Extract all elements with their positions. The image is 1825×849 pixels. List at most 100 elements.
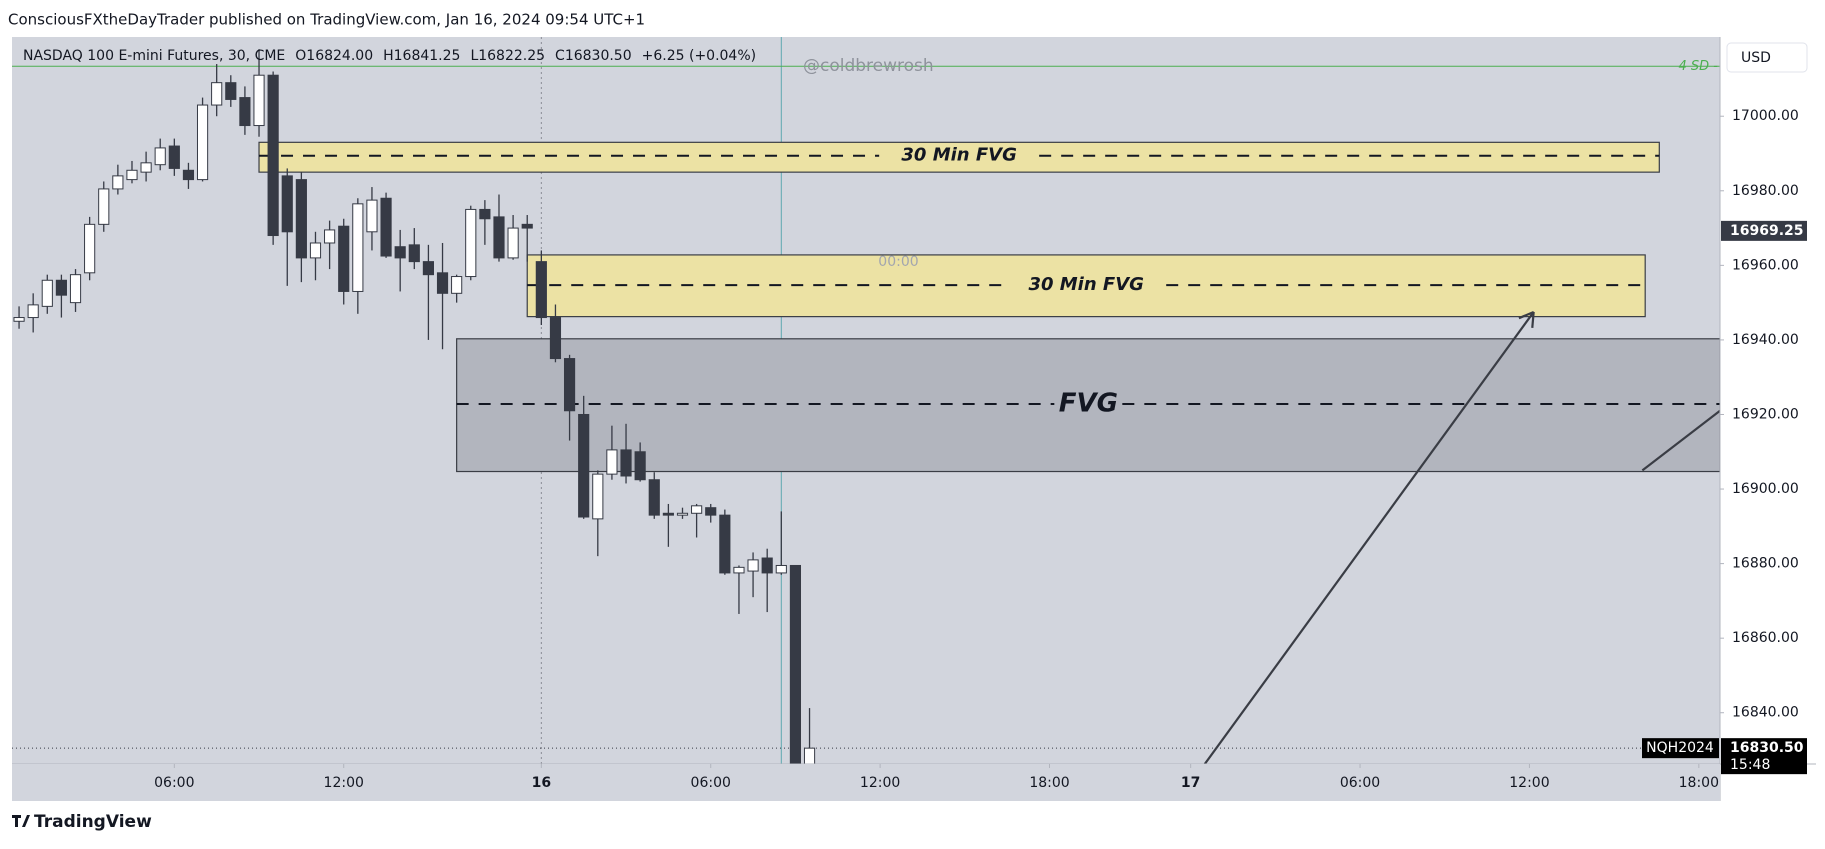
candle-body xyxy=(352,203,364,292)
watermark: @coldbrewrosh xyxy=(803,56,934,76)
candle-body xyxy=(182,169,195,181)
legend-item: O16824.00 xyxy=(295,48,373,64)
candle-body xyxy=(13,317,25,322)
candle-body xyxy=(549,317,562,360)
legend-item: NASDAQ 100 E-mini Futures, 30, CME xyxy=(23,48,285,64)
candle-body xyxy=(648,479,660,516)
y-tick-label: 16880.00 xyxy=(1732,556,1799,572)
x-tick-label: 06:00 xyxy=(154,775,194,791)
candle-body xyxy=(507,227,519,259)
x-tick-label: 18:00 xyxy=(1679,775,1719,791)
x-tick-label: 06:00 xyxy=(1340,775,1380,791)
candle-body xyxy=(606,449,618,475)
candle-body xyxy=(112,175,124,190)
plot: 4 SD - 30 Min FVG 30 Min FVG FVG 00:00 xyxy=(12,37,1720,764)
currency-label: USD xyxy=(1741,50,1771,66)
symbol-tag xyxy=(1642,738,1719,759)
candle-body xyxy=(634,451,646,481)
candle-body xyxy=(140,162,152,173)
candle-body xyxy=(253,74,265,127)
candle-body xyxy=(465,208,477,278)
candle-body xyxy=(98,188,110,225)
y-tick-label: 16840.00 xyxy=(1732,705,1799,721)
candle-body xyxy=(620,449,632,477)
trend-line xyxy=(1641,409,1720,472)
x-tick-label: 12:00 xyxy=(324,775,364,791)
candle-body xyxy=(451,276,463,294)
legend-item: L16822.25 xyxy=(470,48,545,64)
y-tick-label: 16980.00 xyxy=(1732,183,1799,199)
candle-body xyxy=(733,566,745,574)
legend: NASDAQ 100 E-mini Futures, 30, CME O16824… xyxy=(23,48,756,64)
candle-body xyxy=(691,505,703,514)
trend-line xyxy=(1203,311,1535,764)
x-tick-label: 12:00 xyxy=(1509,775,1549,791)
candle-body xyxy=(493,216,505,259)
x-tick-label: 17 xyxy=(1181,775,1200,791)
candle-body xyxy=(126,169,138,181)
candle-body xyxy=(747,559,759,572)
candle-body xyxy=(775,564,787,574)
legend-item: H16841.25 xyxy=(383,48,460,64)
logo-text: TradingView xyxy=(34,812,152,832)
candle-body xyxy=(422,261,434,276)
candle-body xyxy=(535,261,547,319)
fvg-box xyxy=(456,338,1720,473)
candle-body xyxy=(338,225,350,292)
candle-body xyxy=(563,358,576,412)
candle-body xyxy=(69,274,82,304)
candle-body xyxy=(211,82,223,106)
candle-body xyxy=(154,147,166,166)
candle-body xyxy=(394,246,406,259)
arrow-head xyxy=(1531,311,1535,328)
y-tick-label: 17000.00 xyxy=(1732,108,1799,124)
y-tick-label: 16900.00 xyxy=(1732,481,1799,497)
candle-body xyxy=(196,104,209,181)
candle-body xyxy=(592,473,604,520)
x-tick-label: 06:00 xyxy=(691,775,731,791)
time-axis xyxy=(12,764,1720,801)
candle-body xyxy=(789,564,802,764)
candle-body xyxy=(27,304,39,319)
horizontal-line-label: 4 SD - xyxy=(1679,59,1719,74)
publish-header: ConsciousFXtheDayTrader published on Tra… xyxy=(8,11,645,29)
candle-body xyxy=(281,175,293,233)
y-tick-label: 16940.00 xyxy=(1732,332,1799,348)
candle-body xyxy=(761,557,773,574)
candle-body xyxy=(225,82,237,100)
x-tick-label: 16 xyxy=(532,775,551,791)
candle-body xyxy=(436,272,449,294)
y-tick-label: 16860.00 xyxy=(1732,630,1799,646)
legend-item: C16830.50 xyxy=(555,48,632,64)
candle-body xyxy=(380,197,392,257)
price-tag-label: 16830.50 xyxy=(1730,740,1804,756)
currency-button[interactable] xyxy=(1726,42,1808,73)
price-tag-label: 16969.25 xyxy=(1730,223,1804,239)
arrow-head xyxy=(1518,310,1535,320)
candle-body xyxy=(676,512,689,516)
fvg-label: 30 Min FVG xyxy=(901,145,1016,166)
x-tick-label: 12:00 xyxy=(860,775,900,791)
candle-body xyxy=(324,229,336,244)
logo: TradingView xyxy=(12,812,152,832)
y-tick-label: 16960.00 xyxy=(1732,257,1799,273)
legend-item: +6.25 (+0.04%) xyxy=(642,48,756,64)
candle-body xyxy=(239,97,251,127)
candle-body xyxy=(366,199,378,233)
candle-body xyxy=(479,208,491,220)
axes: 16840.00 16860.00 16880.00 16900.00 16920.00… xyxy=(154,108,1807,791)
candle-body xyxy=(705,507,717,516)
annotation: 00:00 xyxy=(878,254,918,270)
candle-body xyxy=(55,279,67,296)
countdown: 15:48 xyxy=(1730,757,1770,773)
candle-body xyxy=(309,242,322,259)
fvg-label: 30 Min FVG xyxy=(1028,274,1143,295)
x-tick-label: 18:00 xyxy=(1029,775,1069,791)
logo-icon xyxy=(12,815,30,827)
candle-body xyxy=(408,244,420,263)
candle-body xyxy=(168,145,180,169)
candle-body xyxy=(84,223,96,274)
candle-body xyxy=(803,747,816,764)
